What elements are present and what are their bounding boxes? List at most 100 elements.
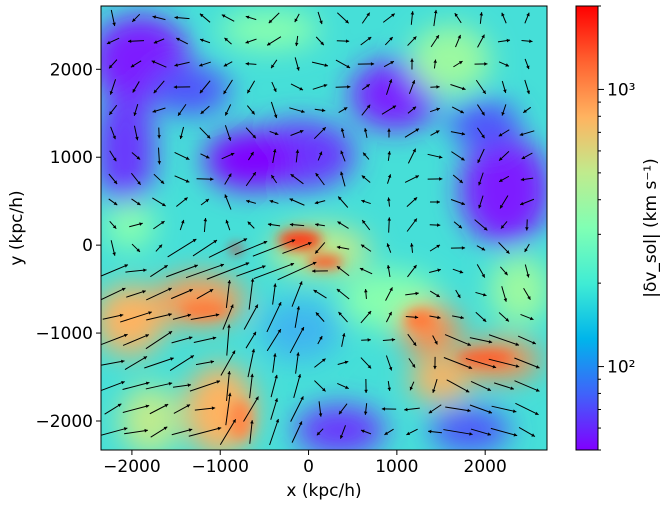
- velocity-arrow: [382, 13, 396, 23]
- velocity-arrow: [476, 264, 486, 278]
- velocity-arrow: [313, 289, 327, 299]
- velocity-arrow: [410, 11, 415, 25]
- velocity-arrow: [498, 312, 510, 322]
- velocity-arrow: [385, 287, 393, 301]
- velocity-arrow: [407, 148, 417, 164]
- velocity-arrow: [430, 130, 440, 136]
- velocity-arrow: [249, 420, 254, 444]
- velocity-arrow: [172, 383, 192, 388]
- velocity-arrow: [360, 310, 372, 324]
- velocity-arrow: [387, 197, 391, 207]
- velocity-arrow: [364, 378, 368, 394]
- velocity-arrow: [277, 261, 317, 281]
- velocity-arrow: [200, 153, 210, 159]
- colorbar-label: |δv_sol| (km s⁻¹): [641, 158, 661, 298]
- velocity-arrow: [381, 407, 397, 411]
- velocity-arrow: [476, 245, 486, 251]
- velocity-arrow: [152, 107, 166, 113]
- velocity-arrow: [314, 108, 326, 113]
- velocity-arrow: [294, 57, 300, 71]
- velocity-arrow: [427, 153, 443, 159]
- velocity-arrow: [170, 288, 194, 300]
- velocity-arrow: [428, 404, 442, 414]
- velocity-arrow: [444, 334, 472, 346]
- velocity-arrow: [188, 426, 222, 437]
- velocity-arrow: [189, 380, 221, 392]
- velocity-arrow: [453, 221, 463, 229]
- velocity-arrow: [361, 104, 371, 116]
- plot-frame: [100, 5, 548, 451]
- velocity-arrow: [386, 264, 391, 278]
- velocity-arrow: [252, 239, 296, 257]
- velocity-arrow: [337, 196, 349, 208]
- velocity-arrow: [270, 398, 279, 420]
- velocity-arrow: [407, 36, 417, 46]
- velocity-arrow: [146, 312, 172, 321]
- velocity-arrow: [317, 11, 323, 25]
- velocity-arrow: [362, 152, 370, 160]
- velocity-arrow: [314, 380, 326, 392]
- velocity-arrow: [452, 315, 464, 320]
- velocity-arrow: [339, 425, 346, 439]
- velocity-arrow: [363, 403, 368, 415]
- velocity-arrow: [479, 12, 484, 24]
- velocity-arrow: [522, 106, 532, 114]
- velocity-arrow: [469, 404, 493, 414]
- velocity-arrow: [127, 39, 145, 44]
- velocity-arrow: [101, 333, 128, 346]
- velocity-arrow: [315, 172, 325, 186]
- velocity-arrow: [122, 404, 150, 413]
- velocity-arrow: [290, 396, 304, 422]
- velocity-arrow: [203, 217, 208, 233]
- velocity-arrow: [195, 360, 215, 366]
- velocity-arrow: [101, 381, 125, 391]
- velocity-arrow: [515, 402, 539, 416]
- velocity-arrow: [173, 85, 191, 89]
- velocity-arrow: [270, 174, 278, 184]
- velocity-arrow: [226, 370, 231, 402]
- velocity-arrow: [101, 427, 128, 436]
- velocity-arrow: [172, 313, 192, 320]
- x-tick-label: −2000: [103, 457, 161, 477]
- velocity-arrow: [106, 37, 120, 45]
- velocity-arrow: [224, 104, 232, 116]
- velocity-arrow: [336, 265, 350, 277]
- velocity-arrow: [455, 34, 461, 48]
- velocity-arrow: [465, 357, 497, 369]
- velocity-arrow: [179, 126, 185, 140]
- velocity-arrow: [157, 147, 162, 165]
- velocity-arrow: [477, 148, 485, 164]
- velocity-arrow: [194, 406, 216, 411]
- velocity-arrow: [206, 262, 250, 280]
- velocity-arrow: [443, 429, 473, 436]
- velocity-arrow: [234, 240, 268, 256]
- velocity-arrow: [406, 197, 418, 207]
- velocity-arrow: [497, 38, 511, 43]
- velocity-arrow: [338, 311, 348, 323]
- velocity-arrow: [289, 326, 305, 354]
- velocity-arrow: [490, 427, 518, 437]
- velocity-arrow: [282, 241, 312, 254]
- velocity-arrow: [131, 243, 141, 253]
- velocity-arrow: [477, 104, 485, 116]
- velocity-arrow: [455, 289, 461, 299]
- velocity-arrow: [517, 335, 537, 345]
- velocity-arrow: [408, 80, 416, 94]
- velocity-arrow: [144, 357, 174, 369]
- velocity-arrow: [340, 127, 345, 139]
- velocity-arrow: [199, 80, 211, 94]
- velocity-arrow: [338, 403, 348, 415]
- velocity-arrow: [361, 175, 371, 183]
- velocity-arrow: [514, 357, 540, 369]
- velocity-arrow: [146, 287, 172, 301]
- velocity-arrow: [125, 268, 147, 273]
- velocity-arrow: [317, 151, 323, 161]
- velocity-arrow: [407, 264, 417, 278]
- velocity-arrow: [225, 392, 232, 426]
- x-axis-label: x (kpc/h): [286, 481, 361, 501]
- velocity-arrow: [498, 242, 510, 254]
- velocity-arrow: [433, 59, 437, 69]
- velocity-arrow: [336, 39, 350, 43]
- velocity-arrow: [222, 304, 234, 330]
- velocity-arrow: [443, 357, 473, 370]
